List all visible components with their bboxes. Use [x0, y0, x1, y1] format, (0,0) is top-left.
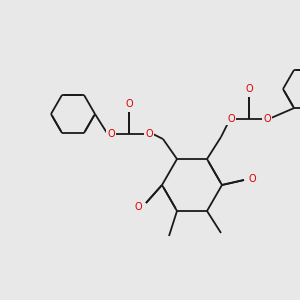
Text: O: O [263, 114, 271, 124]
Text: O: O [227, 114, 235, 124]
Text: O: O [107, 129, 115, 139]
Text: O: O [145, 129, 153, 139]
Text: O: O [245, 84, 253, 94]
Text: O: O [248, 174, 256, 184]
Text: O: O [134, 202, 142, 212]
Text: O: O [125, 99, 133, 109]
